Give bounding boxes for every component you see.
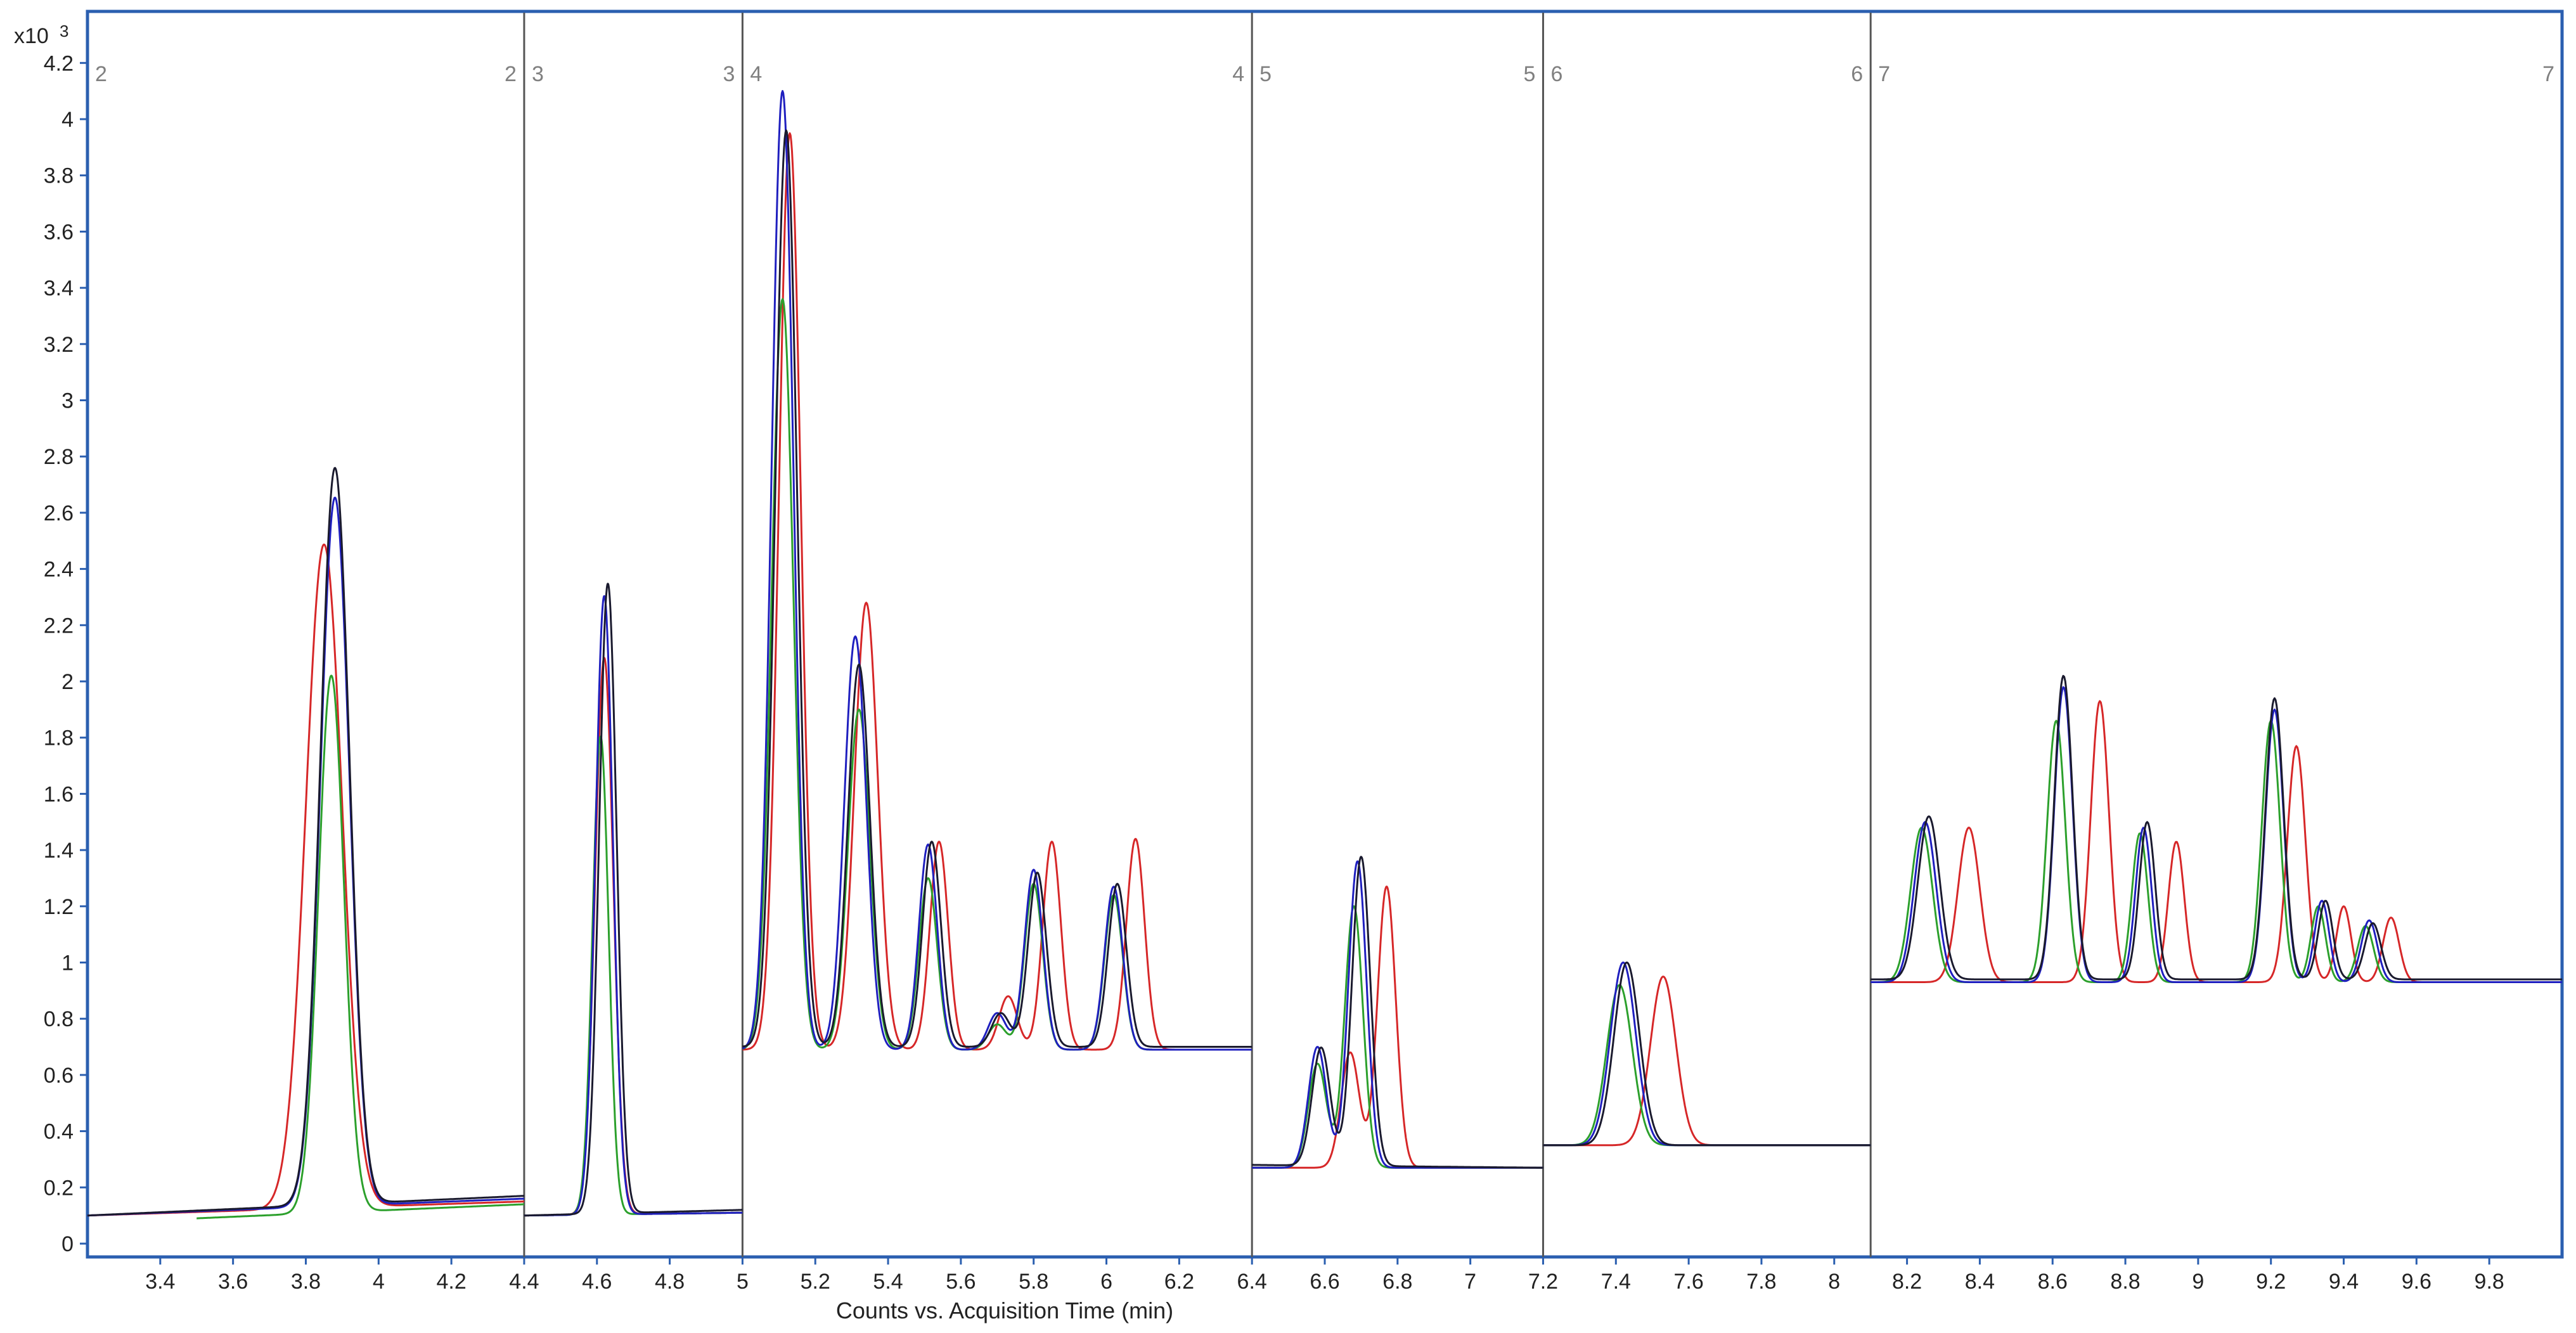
x-tick-label-3: 4 (373, 1270, 385, 1294)
y-multiplier-label: x10 (14, 24, 49, 48)
segment-end-label-0: 2 (505, 62, 517, 86)
x-tick-label-16: 6.6 (1310, 1270, 1339, 1294)
segment-start-label-5: 7 (1878, 62, 1890, 86)
y-tick-label-18: 3.6 (44, 220, 74, 244)
y-tick-label-2: 0.4 (44, 1120, 74, 1144)
x-tick-label-27: 8.8 (2110, 1270, 2140, 1294)
trace-3-segment-4 (1542, 962, 1871, 1147)
x-tick-label-19: 7.2 (1528, 1270, 1558, 1294)
x-tick-label-8: 5 (737, 1270, 749, 1294)
segment-end-label-5: 7 (2542, 62, 2554, 86)
x-tick-label-26: 8.6 (2038, 1270, 2068, 1294)
trace-3-segment-0 (87, 467, 525, 1217)
segment-end-label-3: 5 (1524, 62, 1536, 86)
y-tick-label-3: 0.6 (44, 1064, 74, 1088)
y-tick-label-17: 3.4 (44, 276, 74, 300)
segment-end-label-4: 6 (1851, 62, 1863, 86)
y-tick-label-12: 2.4 (44, 558, 74, 582)
x-tick-label-12: 5.8 (1019, 1270, 1048, 1294)
traces (87, 90, 2562, 1220)
x-tick-label-17: 6.8 (1382, 1270, 1412, 1294)
y-tick-label-20: 4 (61, 108, 74, 132)
y-tick-label-0: 0 (61, 1232, 74, 1256)
y-tick-label-5: 1 (61, 951, 74, 976)
x-tick-label-2: 3.8 (291, 1270, 321, 1294)
segment-start-label-2: 4 (750, 62, 762, 86)
x-tick-label-0: 3.4 (145, 1270, 175, 1294)
trace-3-segment-1 (523, 583, 744, 1217)
x-tick-label-14: 6.2 (1164, 1270, 1194, 1294)
x-axis-title: Counts vs. Acquisition Time (min) (836, 1298, 1173, 1323)
segment-start-label-0: 2 (95, 62, 107, 86)
y-tick-label-11: 2.2 (44, 614, 74, 638)
y-tick-label-8: 1.6 (44, 782, 74, 806)
x-tick-label-9: 5.2 (801, 1270, 830, 1294)
y-multiplier-exponent: 3 (60, 22, 68, 41)
x-tick-label-25: 8.4 (1965, 1270, 1995, 1294)
plot-frame (86, 10, 2564, 1259)
x-tick-label-31: 9.6 (2402, 1270, 2431, 1294)
x-tick-label-29: 9.2 (2256, 1270, 2286, 1294)
y-tick-label-7: 1.4 (44, 839, 74, 863)
x-tick-label-10: 5.4 (873, 1270, 903, 1294)
y-tick-label-13: 2.6 (44, 501, 74, 525)
trace-1-segment-0 (196, 674, 525, 1220)
x-tick-label-20: 7.4 (1601, 1270, 1631, 1294)
trace-2-segment-5 (1871, 686, 2562, 983)
x-tick-label-23: 8 (1828, 1270, 1840, 1294)
x-tick-label-21: 7.6 (1673, 1270, 1703, 1294)
y-tick-label-10: 2 (61, 670, 74, 694)
y-tick-label-6: 1.2 (44, 895, 74, 919)
y-tick-label-9: 1.8 (44, 726, 74, 750)
x-tick-label-24: 8.2 (1892, 1270, 1922, 1294)
x-tick-label-11: 5.6 (946, 1270, 976, 1294)
segment-start-label-3: 5 (1259, 62, 1272, 86)
x-tick-label-28: 9 (2192, 1270, 2204, 1294)
y-tick-label-15: 3 (61, 389, 74, 413)
y-tick-label-1: 0.2 (44, 1176, 74, 1200)
x-tick-label-5: 4.4 (509, 1270, 539, 1294)
y-tick-label-4: 0.8 (44, 1007, 74, 1031)
x-tick-label-7: 4.8 (655, 1270, 685, 1294)
x-axis-ticks: 3.4 3.6 3.8 4 4.2 4.4 4.6 4.8 5 5.2 5.4 5.6 5.8 6 6.2 6… (145, 1257, 2504, 1294)
x-tick-label-13: 6 (1100, 1270, 1112, 1294)
x-tick-label-4: 4.2 (436, 1270, 466, 1294)
trace-3-segment-2 (742, 129, 1253, 1048)
x-tick-label-15: 6.4 (1237, 1270, 1267, 1294)
trace-3-segment-5 (1871, 674, 2562, 981)
y-tick-label-14: 2.8 (44, 445, 74, 469)
trace-2-segment-2 (742, 90, 1253, 1051)
y-tick-label-21: 4.2 (44, 51, 74, 75)
x-tick-label-1: 3.6 (218, 1270, 248, 1294)
x-tick-label-30: 9.4 (2329, 1270, 2359, 1294)
segment-start-label-1: 3 (532, 62, 544, 86)
trace-3-segment-3 (1251, 856, 1544, 1169)
segment-end-label-1: 3 (723, 62, 735, 86)
x-tick-label-22: 7.8 (1746, 1270, 1776, 1294)
x-tick-label-32: 9.8 (2475, 1270, 2504, 1294)
x-tick-label-6: 4.6 (582, 1270, 612, 1294)
y-axis-ticks: 0 0.2 0.4 0.6 0.8 1 1.2 1.4 1.6 1.8 2 2.2 2.4 2.6 2.8 3… (44, 51, 87, 1256)
segment-end-label-2: 4 (1232, 62, 1244, 86)
y-tick-label-19: 3.8 (44, 164, 74, 188)
segment-start-label-4: 6 (1550, 62, 1562, 86)
x-tick-label-18: 7 (1464, 1270, 1476, 1294)
y-tick-label-16: 3.2 (44, 333, 74, 357)
